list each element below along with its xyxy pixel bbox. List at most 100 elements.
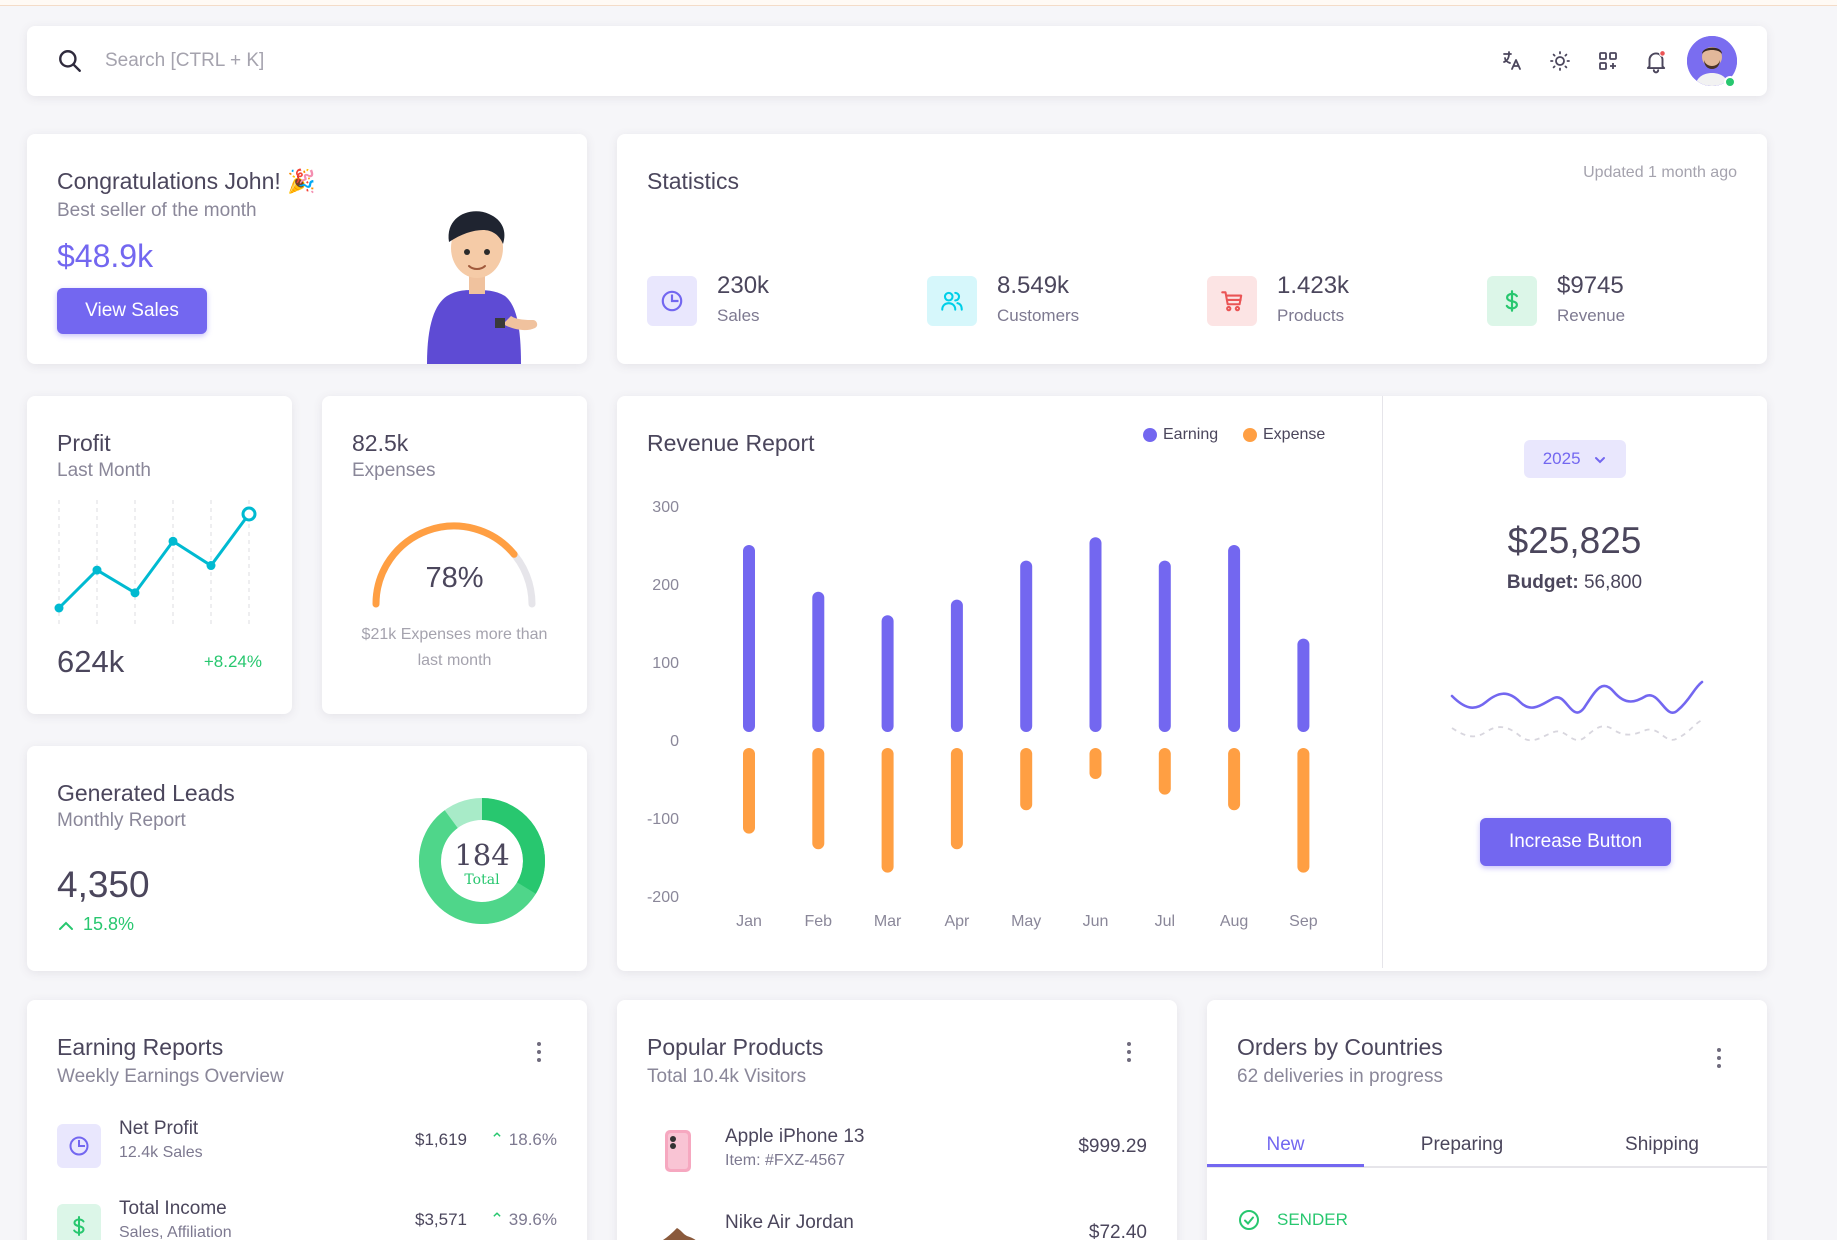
expense-bar [1089,748,1102,779]
profit-value: 624k [57,644,125,679]
expense-bar [1297,748,1310,873]
tab-shipping[interactable]: Shipping [1625,1134,1699,1155]
revenue-report-card: Revenue Report Earning Expense 300 200 100… [617,396,1767,971]
product-name: Apple iPhone 13 [725,1126,865,1147]
legend-label: Earning [1163,426,1219,443]
legend-dot [1243,428,1257,442]
arrow-up-icon: ⌃ [489,1130,505,1149]
stat-value: 230k [717,272,770,299]
x-tick-label: Mar [874,913,902,930]
search-icon[interactable] [57,48,83,74]
tab-preparing[interactable]: Preparing [1420,1134,1504,1155]
chevron-up-icon [59,921,73,931]
expense-bar [881,748,894,873]
earning-bar [1158,560,1171,732]
translate-icon[interactable] [1497,46,1527,76]
earning-row: Net Profit 12.4k Sales $1,619 ⌃ 18.6% [57,1118,557,1174]
stat-products: 1.423k Products [1207,272,1467,336]
earning-row-change-value: 39.6% [508,1210,557,1229]
earning-row-change: ⌃ 39.6% [490,1210,557,1230]
profit-title: Profit [57,430,111,456]
profit-sparkline [54,500,257,624]
earning-row-change-value: 18.6% [508,1130,557,1149]
arrow-up-icon: ⌃ [489,1210,505,1229]
profit-point [130,588,140,598]
expenses-gauge [372,522,536,608]
product-row[interactable]: Nike Air Jordan $72.40 [647,1212,1147,1240]
pie-chart-icon [57,1124,101,1168]
bell-icon[interactable] [1641,46,1671,76]
popular-title: Popular Products [647,1034,824,1060]
x-tick-label: Jun [1083,913,1109,930]
more-vertical-icon[interactable] [1715,1048,1723,1072]
product-sub: Item: #FXZ-4567 [725,1152,846,1169]
x-tick-label: Aug [1220,913,1248,930]
earning-reports-card: Earning Reports Weekly Earnings Overview… [27,1000,587,1240]
expense-bar [1158,748,1171,795]
year-value: 2025 [1542,449,1581,468]
stat-sales: 230k Sales [647,272,907,336]
dollar-icon [1487,276,1537,326]
sender-row: SENDER [1237,1208,1348,1232]
product-name: Nike Air Jordan [725,1212,854,1233]
search-input[interactable] [105,44,605,78]
expense-bar [743,748,755,834]
expenses-percent: 78% [425,562,484,594]
earning-row-name: Net Profit [119,1118,199,1139]
leads-subtitle: Monthly Report [57,810,186,831]
leads-change-value: 15.8% [83,914,135,934]
profit-subtitle: Last Month [57,460,151,481]
orders-by-countries-card: Orders by Countries 62 deliveries in pro… [1207,1000,1767,1240]
pie-chart-icon [647,276,697,326]
budget-wave-chart [1450,680,1704,742]
wave-line-primary [1450,680,1704,714]
statistics-card: Statistics Updated 1 month ago 230k Sale… [617,134,1767,364]
increase-button[interactable]: Increase Button [1480,818,1671,866]
earning-bar [743,545,755,732]
earning-row-name: Total Income [119,1198,227,1219]
view-sales-button[interactable]: View Sales [57,288,207,334]
leads-title: Generated Leads [57,780,235,806]
stat-value: 8.549k [997,272,1070,299]
legend-dot [1143,428,1157,442]
more-vertical-icon[interactable] [1125,1042,1133,1066]
apps-icon[interactable] [1593,46,1623,76]
active-tab-indicator [1207,1164,1364,1167]
earning-bar [1020,560,1033,732]
y-tick-label: 200 [652,577,679,594]
profit-point [241,506,257,522]
stat-label: Revenue [1557,306,1626,325]
expense-bar [812,748,825,850]
budget: Budget: 56,800 [1382,572,1767,594]
sun-icon[interactable] [1545,46,1575,76]
earning-row-sub: Sales, Affiliation [119,1224,232,1240]
expense-bar [1228,748,1241,811]
earning-row-amount: $1,619 [415,1130,467,1149]
leads-donut-chart [419,798,545,924]
dollar-icon [57,1204,101,1240]
statistics-updated: Updated 1 month ago [1583,164,1737,181]
x-tick-label: Apr [944,913,970,930]
earning-subtitle: Weekly Earnings Overview [57,1066,284,1087]
chevron-down-icon [1595,456,1606,463]
stat-revenue: $9745 Revenue [1487,272,1747,336]
expenses-value: 82.5k [352,430,409,456]
earning-bar [1228,545,1241,732]
revenue-amount: $25,825 [1507,520,1642,561]
stat-value: $9745 [1557,272,1624,299]
donut-label: Total [464,872,500,888]
product-row[interactable]: Apple iPhone 13 Item: #FXZ-4567 $999.29 [647,1126,1147,1184]
year-dropdown[interactable]: 2025 [1524,440,1626,478]
orders-title: Orders by Countries [1237,1034,1443,1060]
more-vertical-icon[interactable] [535,1042,543,1066]
character-illustration [407,184,547,364]
tab-new[interactable]: New [1266,1134,1305,1155]
x-tick-label: Jul [1155,913,1175,930]
earning-title: Earning Reports [57,1034,224,1060]
popular-products-card: Popular Products Total 10.4k Visitors Ap… [617,1000,1177,1240]
divider [1382,396,1383,968]
wave-line-secondary [1451,719,1703,742]
y-tick-label: 300 [652,499,679,516]
stat-customers: 8.549k Customers [927,272,1187,336]
earning-row: Total Income Sales, Affiliation $3,571 ⌃… [57,1198,557,1240]
